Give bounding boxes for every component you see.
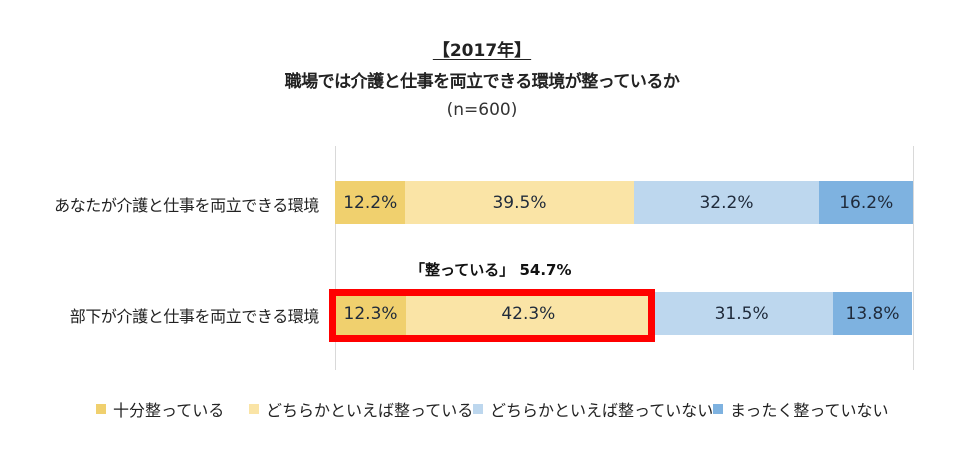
chart-sample-size: (n=600) xyxy=(446,100,518,120)
legend-swatch-somewhat-not xyxy=(473,404,483,414)
legend-swatch-not-at-all xyxy=(713,404,723,414)
bar-segment-not-at-all: 16.2% xyxy=(819,181,913,224)
row-label-you: あなたが介護と仕事を両立できる環境 xyxy=(54,196,319,215)
bar-segment-somewhat: 39.5% xyxy=(405,181,634,224)
annotation-prepared-total: 「整っている」 54.7% xyxy=(410,261,572,279)
legend-label: 十分整っている xyxy=(113,401,225,420)
bar-segment-fully: 12.2% xyxy=(335,181,406,224)
highlight-box xyxy=(329,289,655,342)
bar-row-subordinate: 12.3% 42.3% 31.5% 13.8% xyxy=(335,292,913,335)
bar-segment-somewhat: 42.3% xyxy=(406,292,651,335)
bar-segment-somewhat-not: 32.2% xyxy=(633,181,820,224)
legend-label: どちらかといえば整っていない xyxy=(490,401,714,420)
gridline-100 xyxy=(913,146,914,370)
legend-swatch-fully xyxy=(96,404,106,414)
legend-label: どちらかといえば整っている xyxy=(266,401,474,420)
title-year-text: 【2017年】 xyxy=(432,41,532,61)
legend-item-fully: 十分整っている xyxy=(96,397,224,421)
legend-swatch-somewhat xyxy=(249,404,259,414)
bar-segment-not-at-all: 13.8% xyxy=(832,292,913,335)
bar-segment-fully: 12.3% xyxy=(335,292,407,335)
legend-item-somewhat: どちらかといえば整っている xyxy=(249,397,473,421)
chart-title-year: 【2017年】 xyxy=(0,36,964,61)
chart-title-main: 職場では介護と仕事を両立できる環境が整っているか xyxy=(284,72,680,92)
legend-item-not-at-all: まったく整っていない xyxy=(713,397,889,421)
y-axis-line xyxy=(335,146,336,370)
bar-row-you: 12.2% 39.5% 32.2% 16.2% xyxy=(335,181,913,224)
legend-item-somewhat-not: どちらかといえば整っていない xyxy=(473,397,713,421)
legend-label: まったく整っていない xyxy=(730,401,889,420)
bar-segment-somewhat-not: 31.5% xyxy=(650,292,833,335)
row-label-subordinate: 部下が介護と仕事を両立できる環境 xyxy=(69,307,320,326)
